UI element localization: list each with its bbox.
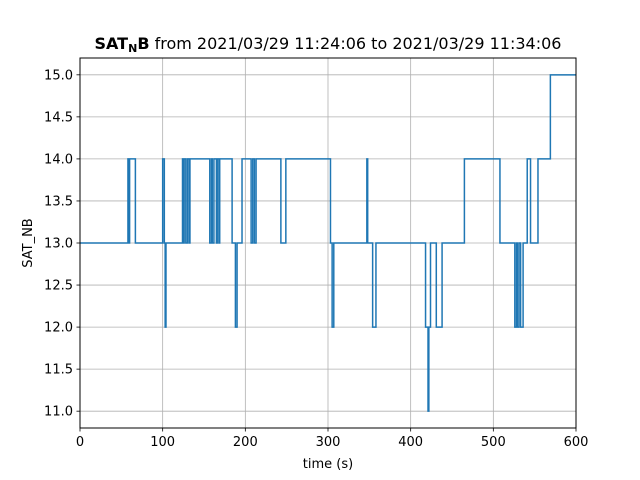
x-tick-label: 200	[233, 435, 258, 450]
x-tick-label: 100	[150, 435, 175, 450]
plot-area	[80, 74, 576, 412]
x-tick-label: 300	[316, 435, 341, 450]
x-tick-label: 600	[564, 435, 589, 450]
y-tick-label: 12.0	[44, 321, 73, 336]
x-tick-label: 0	[76, 435, 84, 450]
y-tick-label: 15.0	[44, 68, 73, 83]
chart-title-main-end: B	[137, 34, 149, 53]
chart-title: SATNB from 2021/03/29 11:24:06 to 2021/0…	[95, 34, 562, 55]
x-axis-ticks: 0 100 200 300 400 500 600	[76, 428, 589, 450]
chart-title-range: from 2021/03/29 11:24:06 to 2021/03/29 1…	[150, 34, 562, 53]
y-axis-ticks: 11.0 11.5 12.0 12.5 13.0 13.5 14.0 14.5 15.0	[44, 68, 80, 420]
y-tick-label: 11.0	[44, 405, 73, 420]
chart-title-subscript: N	[128, 42, 137, 55]
chart-title-main: SAT	[95, 34, 129, 53]
y-tick-label: 12.5	[44, 279, 73, 294]
y-tick-label: 14.5	[44, 110, 73, 125]
x-tick-label: 400	[398, 435, 423, 450]
series-step-line	[80, 74, 576, 412]
x-tick-label: 500	[481, 435, 506, 450]
x-axis-label: time (s)	[303, 457, 353, 472]
y-tick-label: 13.0	[44, 237, 73, 252]
y-tick-label: 14.0	[44, 152, 73, 167]
y-tick-label: 11.5	[44, 363, 73, 378]
y-axis-label: SAT_NB	[21, 218, 36, 267]
y-tick-label: 13.5	[44, 194, 73, 209]
